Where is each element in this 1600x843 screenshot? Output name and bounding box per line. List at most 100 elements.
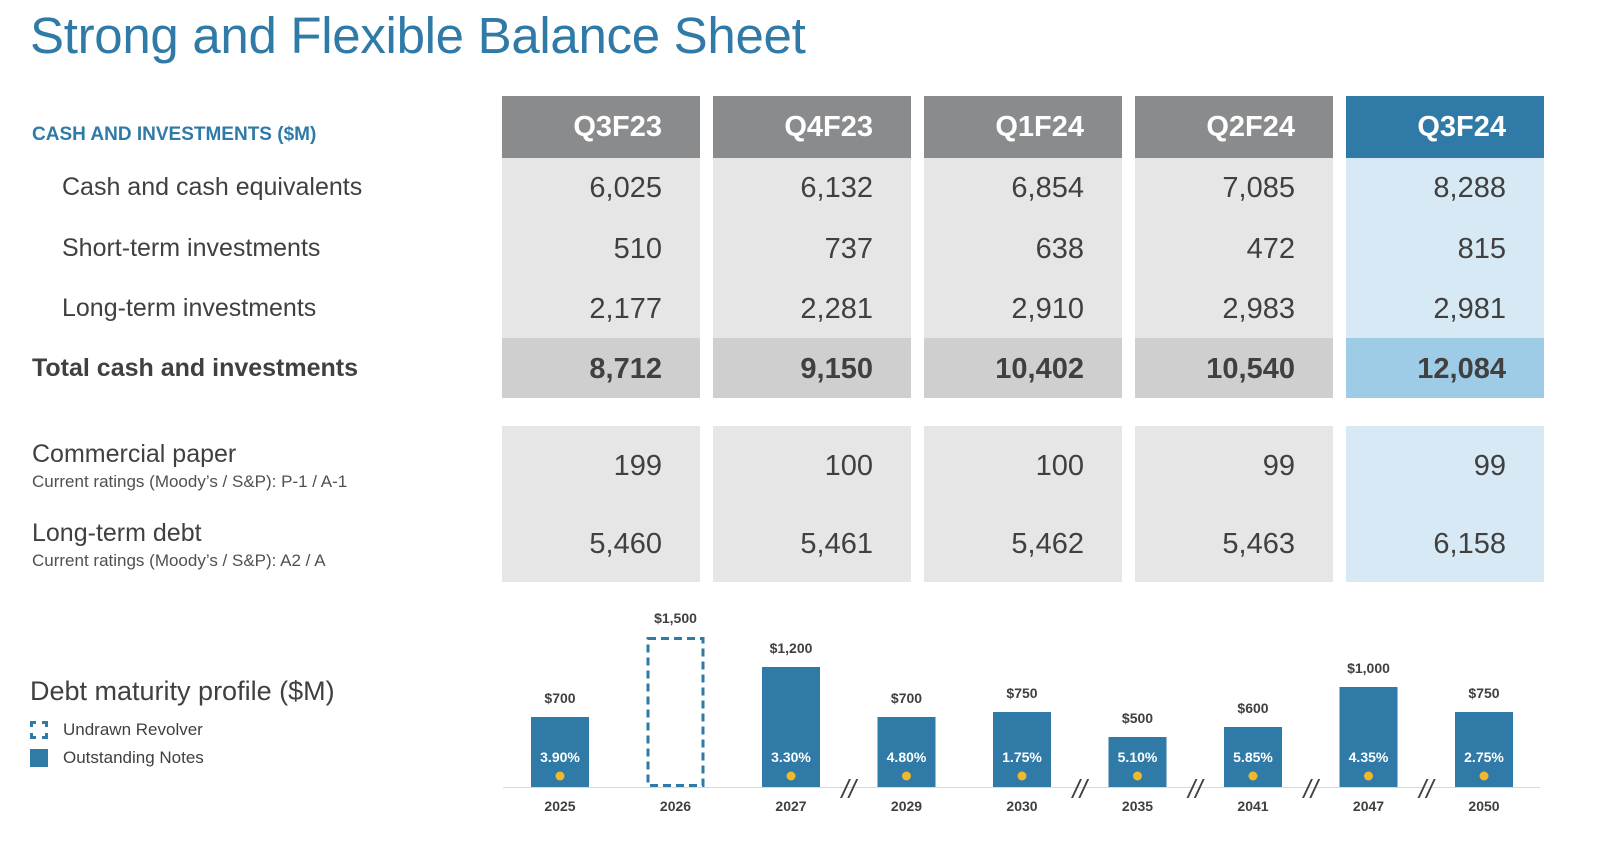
row-label-total: Total cash and investments [32, 354, 359, 382]
coupon-dot-2050 [1479, 771, 1489, 781]
value-long-term-debt: 5,462 [1011, 528, 1084, 560]
x-label-2029: 2029 [891, 798, 922, 814]
value-cash: 6,132 [800, 172, 873, 204]
total-band [502, 338, 700, 398]
axis-break-marker: // [840, 774, 859, 804]
value-long-term: 2,281 [800, 293, 873, 325]
solid-square-icon [30, 749, 48, 767]
value-commercial-paper: 99 [1473, 450, 1506, 482]
rate-label-2035: 5.10% [1118, 749, 1158, 765]
page-title: Strong and Flexible Balance Sheet [30, 7, 806, 64]
commercial-paper-ratings: Current ratings (Moody’s / S&P): P-1 / A… [32, 472, 348, 491]
debt-block [924, 426, 1122, 582]
column-header-q1f24: Q1F24 [924, 96, 1122, 158]
rate-label-2030: 1.75% [1002, 749, 1042, 765]
value-long-term-debt: 5,463 [1222, 528, 1295, 560]
column-header-q3f23: Q3F23 [502, 96, 700, 158]
rate-label-2050: 2.75% [1464, 749, 1504, 765]
total-band [1346, 338, 1544, 398]
row-label-commercial-paper: Commercial paper [32, 440, 237, 468]
value-long-term: 2,910 [1011, 293, 1084, 325]
coupon-dot-2027 [786, 771, 796, 781]
value-label-2041: $600 [1237, 700, 1268, 716]
value-cash: 8,288 [1433, 172, 1506, 204]
bar-2047 [1339, 687, 1398, 787]
value-label-2026: $1,500 [654, 610, 697, 626]
rate-label-2027: 3.30% [771, 749, 811, 765]
coupon-dot-2041 [1248, 771, 1258, 781]
x-label-2026: 2026 [660, 798, 691, 814]
axis-break-marker: // [1417, 774, 1436, 804]
value-short-term: 510 [613, 233, 662, 265]
x-label-2035: 2035 [1122, 798, 1153, 814]
coupon-dot-2035 [1133, 771, 1142, 781]
legend-label: Undrawn Revolver [63, 720, 203, 739]
column-header-q3f24: Q3F24 [1346, 96, 1544, 158]
value-cash: 6,854 [1011, 172, 1084, 204]
value-label-2025: $700 [544, 690, 575, 706]
value-label-2029: $700 [891, 690, 922, 706]
axis-break-marker: // [1071, 774, 1090, 804]
coupon-dot-2029 [902, 771, 911, 781]
rate-label-2029: 4.80% [887, 749, 927, 765]
coupon-dot-2030 [1017, 771, 1027, 781]
axis-break-marker: // [1302, 774, 1321, 804]
rate-label-2041: 5.85% [1233, 749, 1273, 765]
value-long-term-debt: 5,461 [800, 528, 873, 560]
x-label-2030: 2030 [1006, 798, 1037, 814]
value-long-term-debt: 6,158 [1433, 528, 1506, 560]
column-header-q2f24: Q2F24 [1135, 96, 1333, 158]
value-commercial-paper: 199 [613, 450, 662, 482]
value-long-term: 2,981 [1433, 293, 1506, 325]
coupon-dot-2025 [555, 771, 565, 781]
row-label-cash: Cash and cash equivalents [62, 173, 363, 201]
row-label-long-term: Long-term investments [62, 294, 317, 322]
value-total: 9,150 [800, 353, 873, 385]
value-long-term-debt: 5,460 [589, 528, 662, 560]
value-cash: 7,085 [1222, 172, 1295, 204]
debt-block [1135, 426, 1333, 582]
value-commercial-paper: 100 [1035, 450, 1084, 482]
legend-outstanding-notes: Outstanding Notes [30, 748, 204, 768]
legend-label: Outstanding Notes [63, 748, 204, 767]
value-total: 10,402 [995, 353, 1084, 385]
value-label-2047: $1,000 [1347, 660, 1390, 676]
value-long-term: 2,983 [1222, 293, 1295, 325]
bar-2026-revolver [646, 637, 705, 787]
rate-label-2025: 3.90% [540, 749, 580, 765]
long-term-debt-ratings: Current ratings (Moody’s / S&P): A2 / A [32, 551, 326, 570]
row-label-long-term-debt: Long-term debt [32, 519, 202, 547]
value-total: 10,540 [1206, 353, 1295, 385]
value-commercial-paper: 99 [1262, 450, 1295, 482]
value-commercial-paper: 100 [824, 450, 873, 482]
value-label-2030: $750 [1006, 685, 1037, 701]
row-label-short-term: Short-term investments [62, 234, 321, 262]
value-total: 12,084 [1417, 353, 1506, 385]
x-label-2025: 2025 [544, 798, 575, 814]
value-label-2035: $500 [1122, 710, 1153, 726]
x-label-2027: 2027 [775, 798, 806, 814]
bar-2027 [762, 667, 820, 787]
value-cash: 6,025 [589, 172, 662, 204]
x-label-2047: 2047 [1353, 798, 1384, 814]
coupon-dot-2047 [1364, 771, 1373, 781]
debt-block [1346, 426, 1544, 582]
value-label-2027: $1,200 [770, 640, 813, 656]
rate-label-2047: 4.35% [1349, 749, 1389, 765]
value-short-term: 638 [1035, 233, 1084, 265]
total-band [713, 338, 911, 398]
total-band [924, 338, 1122, 398]
axis-break-marker: // [1186, 774, 1205, 804]
value-short-term: 472 [1246, 233, 1295, 265]
legend-undrawn-revolver: Undrawn Revolver [30, 720, 203, 740]
dashed-square-icon [30, 721, 48, 739]
value-label-2050: $750 [1468, 685, 1499, 701]
x-label-2041: 2041 [1237, 798, 1268, 814]
value-long-term: 2,177 [589, 293, 662, 325]
value-short-term: 737 [824, 233, 873, 265]
value-total: 8,712 [589, 353, 662, 385]
chart-title: Debt maturity profile ($M) [30, 676, 335, 706]
section-label-cash-investments: CASH AND INVESTMENTS ($M) [32, 124, 317, 145]
total-band [1135, 338, 1333, 398]
